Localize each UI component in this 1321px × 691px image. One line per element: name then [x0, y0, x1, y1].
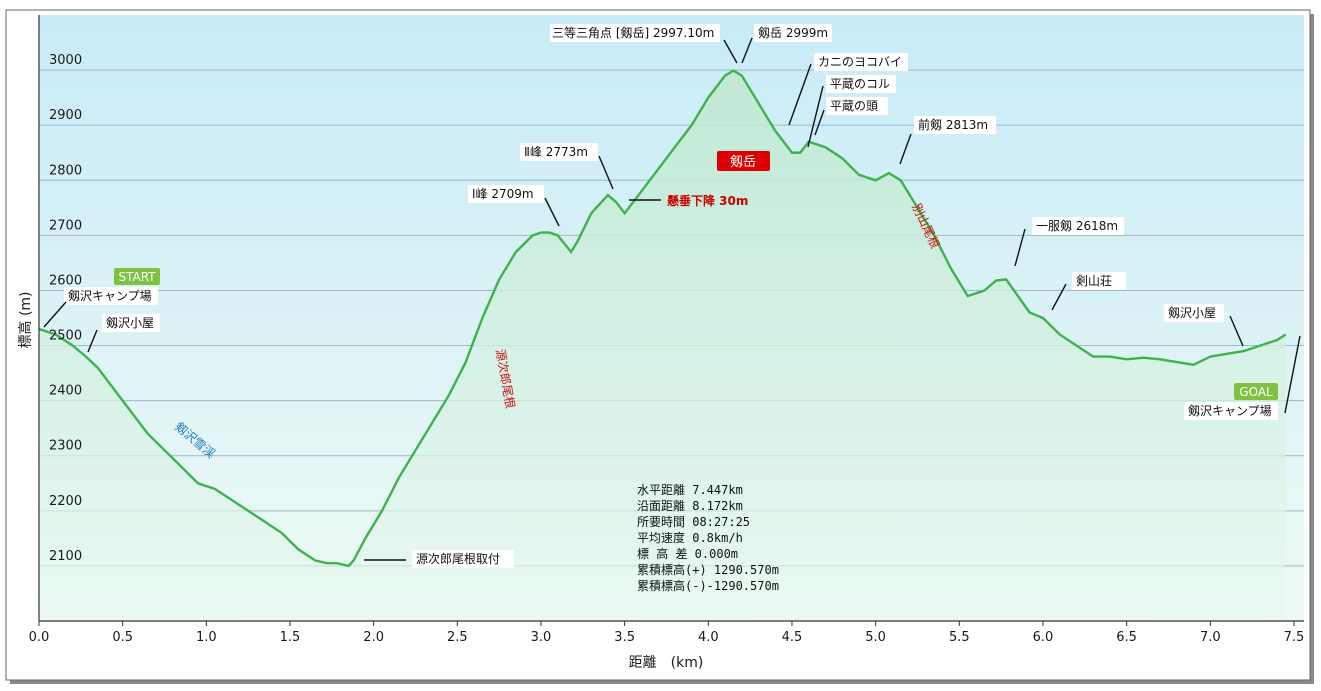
- annotation-box: [102, 314, 160, 332]
- x-tick-label: 6.5: [1116, 630, 1137, 645]
- x-tick-label: 2.5: [447, 630, 468, 645]
- annotation-label: カニのヨコバイ: [818, 55, 902, 69]
- annotation-leader: [741, 37, 753, 64]
- annotation-leader: [598, 155, 614, 190]
- annotation-leader: [807, 85, 824, 148]
- annotation-leader: [1284, 335, 1301, 414]
- annotation-leader: [814, 109, 825, 136]
- annotation-label: 三等三角点 [剱岳] 2997.10m: [552, 26, 714, 40]
- goal-badge: [1234, 383, 1278, 400]
- x-tick-label: 0.5: [112, 630, 133, 645]
- annotation-box: [468, 185, 544, 203]
- stat-average-speed: 平均速度 0.8km/h: [637, 530, 743, 545]
- annotation-leader: [788, 63, 812, 126]
- stat-cumulative-descent: 累積標高(-)-1290.570m: [637, 578, 779, 593]
- annotation-box: [520, 143, 598, 161]
- annotation-leader: [544, 197, 560, 227]
- y-tick-label: 2700: [49, 218, 82, 233]
- stat-surface-distance: 沿面距離 8.172km: [637, 499, 743, 513]
- annotation-box: [826, 97, 888, 115]
- annotation-box: [1072, 272, 1126, 290]
- annotation-label: 剱岳 2999m: [758, 26, 828, 40]
- annotation-leader: [43, 301, 67, 328]
- annotation-label: 剱沢キャンプ場: [1188, 404, 1272, 418]
- stat-duration: 所要時間 08:27:25: [637, 515, 750, 529]
- stat-elevation-difference: 標 高 差 0.000m: [637, 546, 738, 561]
- annotation-leader: [723, 39, 738, 64]
- route-stats: 水平距離 7.447km 沿面距離 8.172km 所要時間 08:27:25 …: [637, 483, 779, 593]
- x-tick-label: 0.0: [29, 630, 50, 645]
- x-tick-label: 6.0: [1033, 630, 1054, 645]
- summit-badge-label: 剱岳: [730, 155, 756, 170]
- x-tick-label: 5.0: [865, 630, 886, 645]
- annotation-leader: [1051, 283, 1067, 311]
- annotation-label: 前剱 2813m: [918, 117, 988, 132]
- elevation-line: [38, 69, 1287, 568]
- annotation-box: [754, 24, 832, 42]
- y-tick-label: 3000: [49, 53, 82, 68]
- x-tick-label: 3.5: [614, 630, 635, 645]
- annotation-leader: [899, 133, 912, 165]
- y-tick-label: 2900: [49, 108, 82, 123]
- x-tick-label: 7.0: [1200, 630, 1221, 645]
- annotation-leader: [1229, 315, 1244, 347]
- annotation-box: [412, 550, 514, 568]
- x-ticks: 0.0 0.5 1.0 1.5 2.0 2.5 3.0 3.5 4.0 4.5 5.0 5.5 6.0 6…: [29, 621, 1305, 645]
- x-tick-label: 1.0: [196, 630, 217, 645]
- annotation-box: [814, 53, 908, 71]
- annotation-box: [1164, 304, 1224, 322]
- x-tick-label: 4.5: [782, 630, 803, 645]
- annotation-box: [914, 116, 996, 134]
- start-badge-label: START: [118, 270, 156, 284]
- annotation-box: [64, 287, 158, 305]
- annotation-label: 剱沢小屋: [106, 316, 154, 330]
- x-tick-label: 3.0: [531, 630, 552, 645]
- annotation-box: [1184, 402, 1278, 420]
- goal-badge-label: GOAL: [1239, 385, 1273, 399]
- x-tick-label: 5.5: [949, 630, 970, 645]
- x-tick-label: 7.5: [1284, 630, 1305, 645]
- x-axis-label: 距離 (km): [629, 654, 704, 671]
- annotation-box: [826, 75, 896, 93]
- annotation-label: 平蔵の頭: [830, 99, 878, 113]
- x-tick-label: 1.5: [280, 630, 301, 645]
- y-ticks: 2100 2200 2300 2400 2500 2600 2700 2800 2900 3000: [49, 53, 82, 564]
- y-tick-label: 2200: [49, 494, 82, 509]
- annotation-label: Ⅱ峰 2773m: [524, 145, 588, 159]
- annotation-label: 剱沢小屋: [1168, 306, 1216, 320]
- annotation-leader: [1014, 228, 1026, 267]
- annotation-leader: [87, 329, 98, 353]
- annotation-box: [1032, 217, 1124, 235]
- x-tick-label: 4.0: [698, 630, 719, 645]
- y-tick-label: 2600: [49, 273, 82, 288]
- y-axis-label: 標高 (m): [17, 291, 34, 348]
- start-badge: [114, 268, 160, 285]
- y-tick-label: 2500: [49, 329, 82, 344]
- annotation-label: 源次郎尾根取付: [416, 552, 500, 566]
- y-tick-label: 2300: [49, 439, 82, 454]
- annotation-label: Ⅰ峰 2709m: [472, 187, 534, 201]
- summit-badge: [717, 151, 770, 171]
- y-tick-label: 2400: [49, 384, 82, 399]
- y-tick-label: 2100: [49, 549, 82, 564]
- annotation-label: 懸垂下降 30m: [667, 193, 748, 208]
- x-tick-label: 2.0: [363, 630, 384, 645]
- annotation-label: 剱沢キャンプ場: [68, 289, 152, 303]
- annotation-label: 剣山荘: [1076, 274, 1112, 288]
- annotation-label: 平蔵のコル: [830, 77, 890, 91]
- stat-cumulative-ascent: 累積標高(+) 1290.570m: [637, 562, 779, 577]
- elevation-area: [39, 70, 1286, 622]
- y-tick-label: 2800: [49, 163, 82, 178]
- annotation-label: 一服剱 2618m: [1036, 219, 1118, 233]
- annotation-box: [550, 24, 720, 42]
- stat-horizontal-distance: 水平距離 7.447km: [637, 483, 743, 497]
